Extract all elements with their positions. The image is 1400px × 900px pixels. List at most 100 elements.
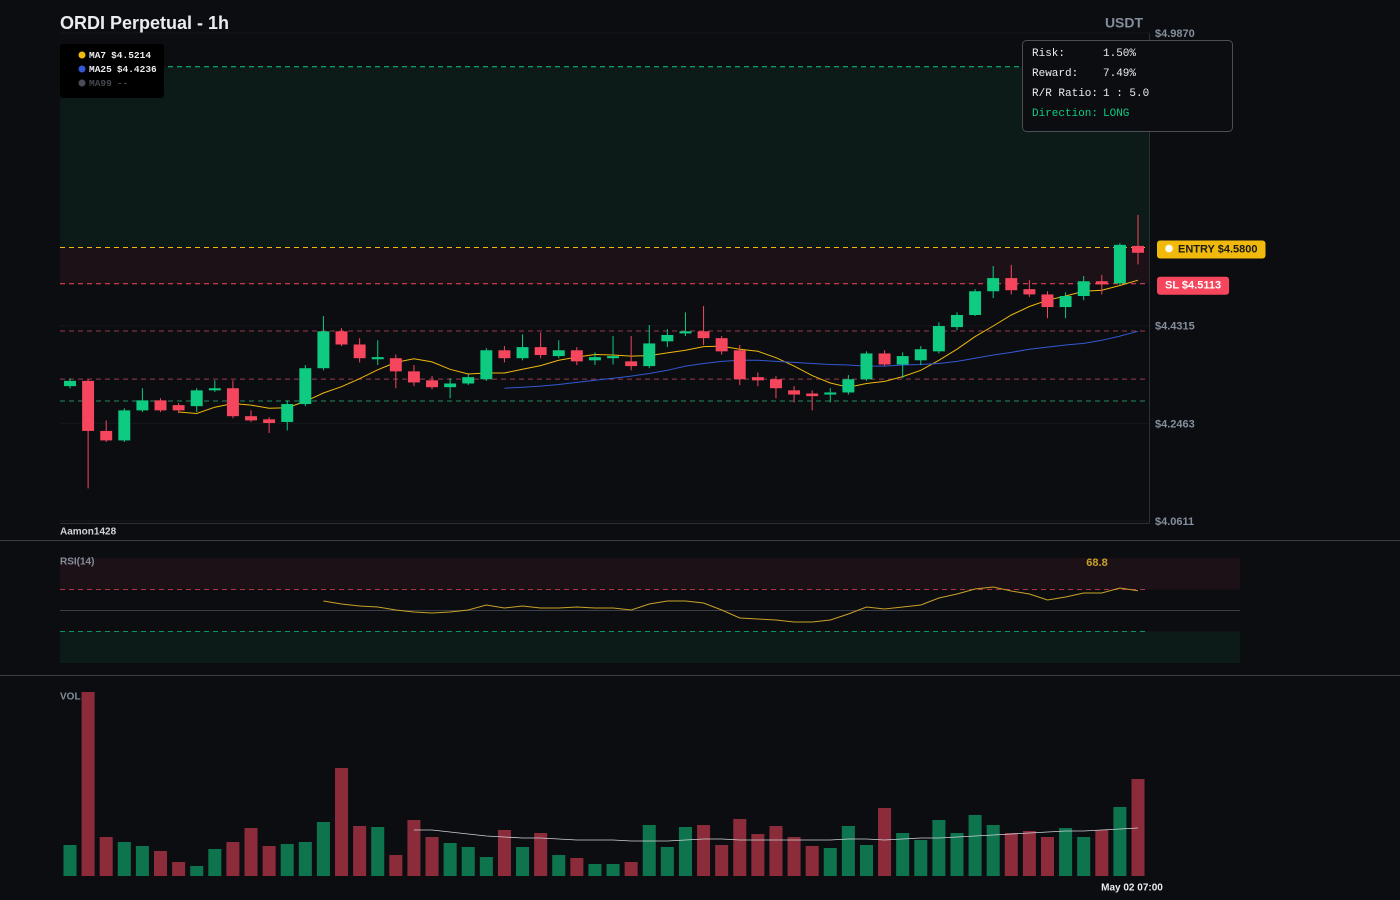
candle-body bbox=[806, 393, 819, 397]
volume-bar bbox=[389, 855, 403, 876]
panel-title: RSI(14) bbox=[60, 557, 94, 568]
volume-bar bbox=[1131, 779, 1145, 876]
candle-body bbox=[914, 349, 927, 361]
candle-body bbox=[136, 400, 149, 411]
legend-value: $4.5214 bbox=[111, 50, 151, 61]
candle-body bbox=[118, 410, 131, 441]
volume-bar bbox=[1022, 831, 1036, 876]
volume-bar bbox=[751, 834, 765, 876]
candle-body bbox=[516, 347, 529, 359]
volume-bar bbox=[588, 864, 602, 876]
volume-bar bbox=[968, 815, 982, 876]
volume-bar bbox=[371, 827, 385, 876]
candle-body bbox=[625, 361, 638, 367]
volume-bar bbox=[859, 845, 873, 876]
rsi-zone bbox=[60, 558, 1240, 590]
ma-line bbox=[504, 330, 1139, 389]
volume-bar bbox=[244, 828, 258, 876]
badge-icon bbox=[1164, 244, 1174, 254]
ma-line bbox=[178, 279, 1139, 415]
price-badge-label: ENTRY $4.5800 bbox=[1178, 243, 1258, 255]
candle-body bbox=[661, 335, 674, 342]
candle-body bbox=[172, 405, 185, 411]
candle-body bbox=[1113, 244, 1126, 284]
candle-body bbox=[715, 338, 728, 352]
candle-body bbox=[896, 356, 909, 365]
legend-entry: MA7 $4.5214 bbox=[89, 50, 151, 61]
legend-dot bbox=[78, 51, 86, 59]
candle-body bbox=[462, 377, 475, 384]
volume-bar bbox=[280, 844, 294, 876]
currency: USDT bbox=[1105, 15, 1144, 31]
candle-body bbox=[932, 326, 945, 352]
volume-bar bbox=[516, 847, 530, 876]
candle-body bbox=[697, 331, 710, 339]
candle-body bbox=[82, 380, 95, 431]
volume-bar bbox=[335, 768, 349, 876]
volume-bar bbox=[697, 825, 711, 876]
candle-body bbox=[643, 343, 656, 367]
rsi-line bbox=[323, 586, 1139, 623]
candle-body bbox=[371, 357, 384, 360]
volume-bar bbox=[769, 826, 783, 876]
volume-bar bbox=[479, 857, 493, 876]
y-tick-label: $4.9870 bbox=[1155, 28, 1195, 40]
volume-bar bbox=[1095, 830, 1109, 876]
volume-bar bbox=[805, 846, 819, 876]
info-label: Direction: bbox=[1032, 108, 1098, 120]
volume-bar bbox=[135, 846, 149, 876]
volume-bar bbox=[81, 692, 95, 876]
info-value: LONG bbox=[1103, 108, 1129, 120]
candle-body bbox=[100, 430, 113, 441]
candle-body bbox=[281, 404, 294, 422]
info-label: Risk: bbox=[1032, 48, 1065, 60]
candle-body bbox=[824, 392, 837, 395]
candle-body bbox=[570, 350, 583, 362]
price-badge bbox=[1157, 240, 1266, 259]
volume-bar bbox=[497, 830, 511, 876]
candle-body bbox=[751, 377, 764, 381]
legend-dot bbox=[78, 79, 86, 87]
volume-bar bbox=[823, 848, 837, 876]
candle-body bbox=[588, 357, 601, 361]
volume-bar bbox=[715, 845, 729, 876]
volume-bar bbox=[787, 837, 801, 876]
info-box bbox=[1022, 40, 1233, 132]
volume-bar bbox=[262, 846, 276, 876]
zone bbox=[60, 66, 1149, 248]
legend-box bbox=[60, 44, 164, 98]
candle-body bbox=[679, 331, 692, 334]
volume-bar bbox=[208, 849, 222, 876]
candle-body bbox=[860, 353, 873, 380]
zone bbox=[60, 247, 1149, 284]
volume-bar bbox=[461, 847, 475, 876]
volume-bar bbox=[316, 822, 330, 876]
candle-body bbox=[407, 371, 420, 383]
rsi-value-label: 68.8 bbox=[1086, 557, 1107, 569]
candle-body bbox=[1095, 281, 1108, 285]
candle-body bbox=[1059, 296, 1072, 308]
panel-title: VOL bbox=[60, 692, 81, 703]
candle-body bbox=[788, 390, 801, 395]
info-label: R/R Ratio: bbox=[1032, 88, 1098, 100]
volume-bar bbox=[878, 808, 892, 876]
candle-body bbox=[444, 383, 457, 388]
volume-bar bbox=[552, 855, 566, 876]
legend-name: MA7 bbox=[89, 50, 106, 61]
candle-body bbox=[226, 388, 239, 417]
candle-body bbox=[607, 356, 620, 359]
candle-body bbox=[1005, 278, 1018, 291]
candle-body bbox=[969, 291, 982, 315]
volume-bar bbox=[950, 833, 964, 876]
volume-bar bbox=[896, 833, 910, 876]
volume-bar bbox=[733, 819, 747, 876]
legend-name: MA25 bbox=[89, 64, 112, 75]
volume-bar bbox=[841, 826, 855, 876]
volume-bar bbox=[1077, 837, 1091, 876]
legend-value: $4.4236 bbox=[117, 64, 157, 75]
info-value: 1.50% bbox=[1103, 48, 1136, 60]
